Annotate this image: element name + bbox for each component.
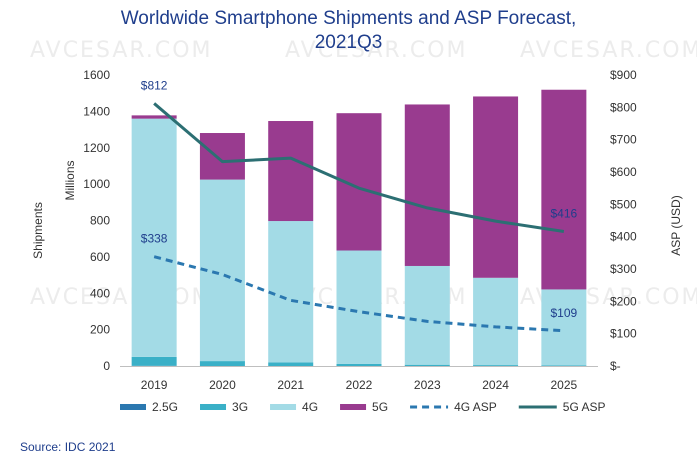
bar-5g-2024 xyxy=(473,96,519,278)
y-left-tick-label: 1200 xyxy=(83,141,110,155)
x-tick-label: 2024 xyxy=(482,378,509,392)
legend-item-5g: 5G xyxy=(340,400,388,414)
data-label: $812 xyxy=(141,78,168,92)
bar-5g-2019 xyxy=(131,115,177,119)
bar-4g-2019 xyxy=(131,118,177,357)
x-tick-label: 2022 xyxy=(346,378,373,392)
x-tick-label: 2020 xyxy=(209,378,236,392)
legend-item-4g-asp: 4G ASP xyxy=(410,400,497,414)
legend-item-4g: 4G xyxy=(270,400,318,414)
x-tick-label: 2025 xyxy=(551,378,578,392)
source-note: Source: IDC 2021 xyxy=(20,440,116,454)
y-right-tick-label: $400 xyxy=(610,230,637,244)
bar-3g-2025 xyxy=(541,365,587,366)
line-4g-asp xyxy=(153,255,564,333)
y-left-tick-label: 1400 xyxy=(83,104,110,118)
legend-item-3g: 3G xyxy=(200,400,248,414)
line-5g-asp xyxy=(153,102,565,233)
bar-5g-2020 xyxy=(199,133,245,180)
bar-5g-2023 xyxy=(404,104,450,266)
y-right-tick-label: $300 xyxy=(610,262,637,276)
bar-4g-2024 xyxy=(473,277,519,366)
y-left-tick-label: 0 xyxy=(103,359,110,373)
bar-3g-2020 xyxy=(199,361,245,366)
y-right-tick-label: $100 xyxy=(610,327,637,341)
line-layer: $812 $416 $338 $109 xyxy=(141,78,578,333)
bar-5g-2025 xyxy=(541,89,587,290)
y-left-axis-subtitle: Millions xyxy=(63,160,77,200)
legend-label: 5G ASP xyxy=(563,400,606,414)
x-tick-label: 2019 xyxy=(141,378,168,392)
legend-swatch xyxy=(340,404,367,410)
legend-label: 2.5G xyxy=(152,400,178,414)
bar-3g-2024 xyxy=(473,365,519,366)
watermark: AVCESAR.COM xyxy=(30,38,213,63)
legend-swatch xyxy=(200,404,227,410)
bar-4g-2023 xyxy=(404,265,450,365)
legend-swatch xyxy=(270,404,297,410)
legend-label: 5G xyxy=(372,400,388,414)
legend-label: 4G ASP xyxy=(454,400,497,414)
bar-3g-2022 xyxy=(336,363,382,366)
bar-4g-2021 xyxy=(268,221,314,363)
bar-4g-2022 xyxy=(336,250,382,364)
y-left-tick-label: 1600 xyxy=(83,68,110,82)
watermark: AVCESAR.COM xyxy=(520,38,697,63)
bar-4g-2025 xyxy=(541,289,587,366)
y-left-tick-label: 800 xyxy=(90,214,110,228)
x-tick-label: 2023 xyxy=(414,378,441,392)
data-label: $416 xyxy=(551,206,578,220)
y-left-tick-label: 400 xyxy=(90,286,110,300)
watermark: AVCESAR.COM xyxy=(30,285,213,310)
data-label: $109 xyxy=(551,306,578,320)
y-left-tick-label: 600 xyxy=(90,250,110,264)
chart-title-line1: Worldwide Smartphone Shipments and ASP F… xyxy=(120,8,577,29)
y-left-tick-label: 200 xyxy=(90,323,110,337)
bar-3g-2023 xyxy=(404,364,450,366)
y-right-tick-label: $200 xyxy=(610,294,637,308)
legend: 2.5G 3G 4G 5G 4G ASP 5G ASP xyxy=(120,400,605,414)
bar-3g-2019 xyxy=(131,356,177,366)
legend-swatch xyxy=(120,404,146,410)
y-right-axis-title: ASP (USD) xyxy=(669,195,683,255)
bar-3g-2021 xyxy=(268,362,314,366)
y-right-tick-label: $500 xyxy=(610,197,637,211)
axes-layer: 2019 2020 2021 2022 2023 2024 2025 0 200 400 600 80… xyxy=(31,68,683,392)
watermark: AVCESAR.COM xyxy=(285,38,468,63)
legend-item-5g-asp: 5G ASP xyxy=(518,400,606,414)
legend-label: 4G xyxy=(302,400,318,414)
legend-label: 3G xyxy=(232,400,248,414)
y-right-tick-label: $600 xyxy=(610,165,637,179)
chart-title-line2: 2021Q3 xyxy=(314,32,383,53)
bar-5g-2021 xyxy=(268,121,314,222)
data-label: $338 xyxy=(141,232,168,246)
x-tick-label: 2021 xyxy=(277,378,304,392)
y-right-tick-label: $- xyxy=(610,359,621,373)
legend-item-25g: 2.5G xyxy=(120,400,178,414)
y-left-tick-label: 1000 xyxy=(83,177,110,191)
y-right-tick-label: $700 xyxy=(610,133,637,147)
y-right-tick-label: $900 xyxy=(610,68,637,82)
y-right-tick-label: $800 xyxy=(610,100,637,114)
y-left-axis-title: Shipments xyxy=(31,202,45,259)
bar-layer xyxy=(131,89,587,366)
